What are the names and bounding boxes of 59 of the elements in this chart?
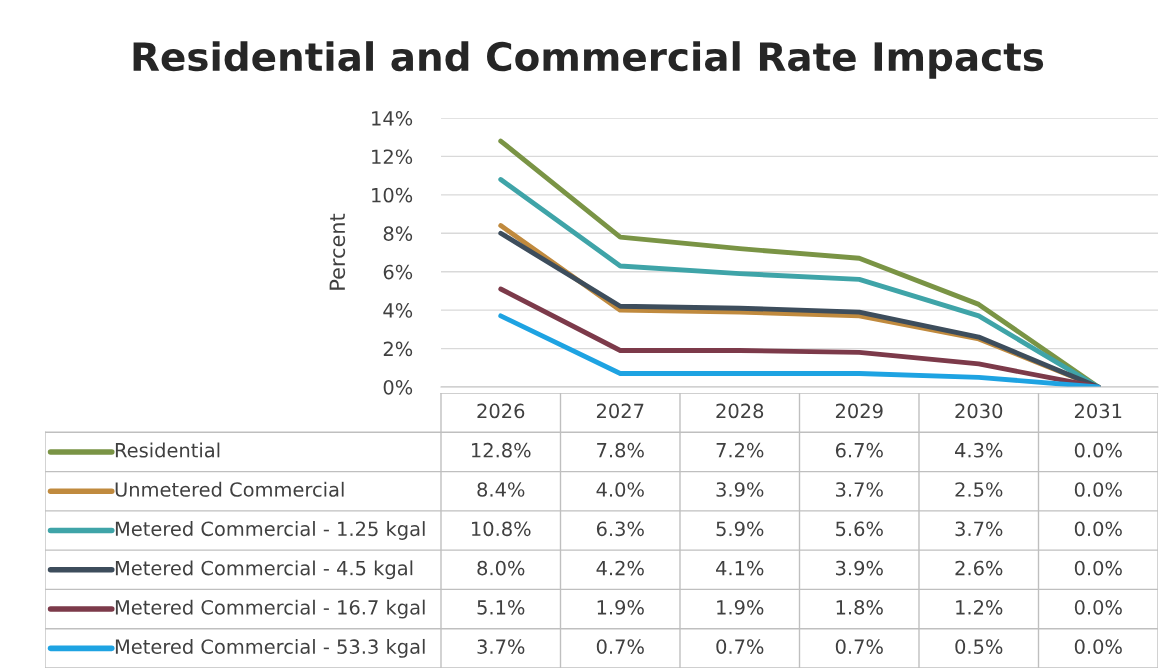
data-label: 0.0% (1074, 600, 1122, 615)
y-tick-label: 0% (383, 379, 413, 395)
data-label: 5.6% (836, 521, 883, 537)
data-label: 8.0% (477, 560, 525, 576)
data-label: 1.9% (597, 600, 644, 615)
x-tick-label: 2030 (955, 403, 1003, 419)
y-tick-label: 2% (383, 341, 413, 357)
data-label: 4.3% (955, 442, 1003, 458)
data-label: 3.7% (836, 482, 883, 497)
legend-label: Residential (115, 442, 220, 458)
x-tick-label: 2031 (1074, 403, 1122, 419)
y-tick-label: 12% (372, 149, 413, 165)
data-label: 10.8% (472, 521, 531, 537)
data-label: 7.2% (716, 442, 764, 458)
data-label: 1.9% (717, 600, 764, 615)
data-label: 2.6% (955, 560, 1003, 576)
data-label: 0.7% (596, 639, 644, 654)
data-label: 0.0% (1074, 521, 1122, 537)
data-label: 1.8% (836, 600, 883, 615)
data-label: 12.8% (472, 442, 531, 458)
x-tick-label: 2026 (477, 403, 525, 419)
data-label: 1.2% (956, 600, 1003, 615)
y-tick-label: 4% (383, 303, 413, 318)
data-label: 0.7% (835, 639, 883, 654)
y-tick-label: 8% (383, 226, 413, 241)
legend-label: Unmetered Commercial (115, 481, 344, 497)
data-label: 5.1% (477, 600, 525, 615)
data-label: 3.7% (955, 521, 1003, 537)
data-label: 7.8% (597, 442, 644, 458)
data-label: 0.7% (716, 639, 764, 654)
data-label: 0.5% (955, 639, 1003, 654)
line-series (498, 313, 1101, 387)
y-tick-label: 10% (372, 187, 413, 203)
data-label: 6.7% (835, 442, 883, 458)
x-tick-label: 2029 (835, 403, 883, 419)
legend-label: Metered Commercial - 16.7 kgal (115, 599, 425, 619)
data-label: 0.0% (1074, 560, 1122, 576)
legend-label: Metered Commercial - 1.25 kgal (115, 521, 425, 540)
y-tick-label: 6% (383, 264, 413, 280)
y-axis-title: Percent (329, 213, 346, 290)
x-tick-label: 2027 (596, 403, 644, 419)
data-label: 0.0% (1074, 442, 1122, 458)
data-label: 3.7% (477, 639, 525, 654)
data-label: 0.0% (1074, 482, 1122, 497)
data-label: 4.2% (596, 560, 644, 576)
data-label: 5.9% (716, 521, 764, 537)
data-label: 3.9% (836, 560, 883, 576)
legend-label: Metered Commercial - 4.5 kgal (115, 560, 413, 580)
y-tick-label: 14% (372, 110, 413, 126)
data-label: 2.5% (955, 482, 1003, 497)
data-label: 4.1% (716, 560, 764, 576)
x-tick-label: 2028 (716, 403, 764, 419)
data-label: 4.0% (596, 482, 644, 497)
data-label: 0.0% (1074, 639, 1122, 654)
chart-title: Residential and Commercial Rate Impacts (133, 41, 1044, 79)
legend-label: Metered Commercial - 53.3 kgal (115, 638, 425, 658)
data-label: 8.4% (477, 482, 525, 497)
data-label: 6.3% (596, 521, 644, 537)
data-label: 3.9% (716, 482, 764, 497)
